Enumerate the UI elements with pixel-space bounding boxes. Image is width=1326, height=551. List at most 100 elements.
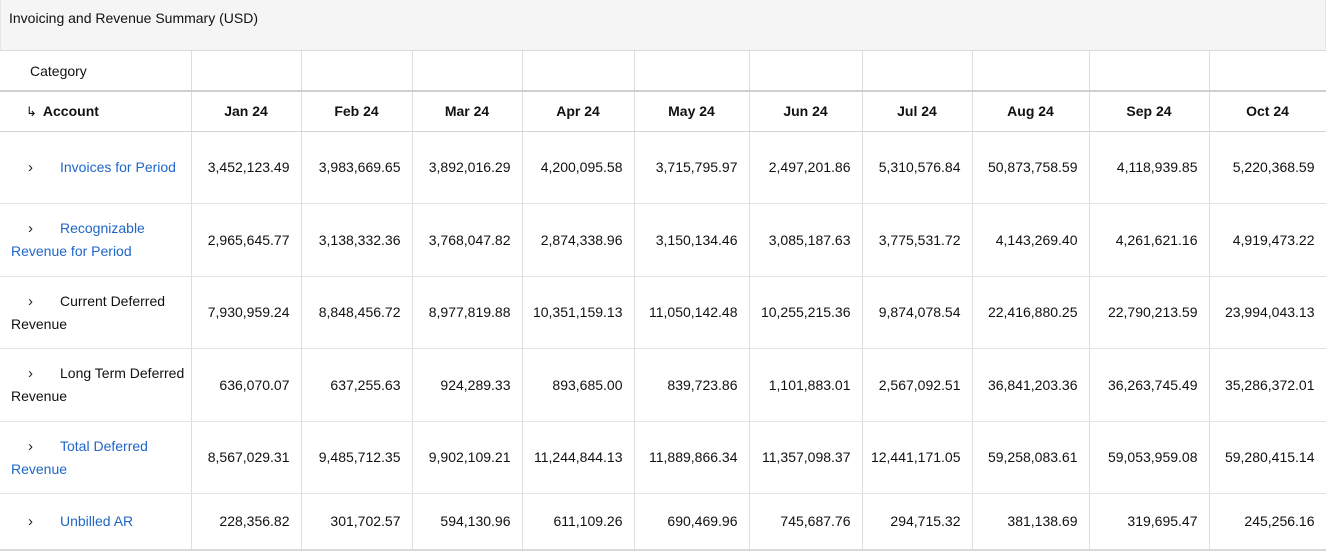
value-cell: 9,874,078.54	[862, 276, 973, 349]
chevron-right-icon[interactable]: ›	[28, 292, 33, 310]
table-row: › Invoices for Period 3,452,123.49 3,983,66…	[0, 131, 1326, 204]
account-link[interactable]: Invoices for Period	[60, 158, 176, 175]
value-cell: 745,687.76	[749, 493, 863, 551]
value-cell: 637,255.63	[301, 348, 413, 422]
value-cell: 294,715.32	[862, 493, 973, 551]
value-cell: 12,441,171.05	[862, 421, 973, 494]
chevron-right-icon[interactable]: ›	[28, 365, 33, 383]
value-cell: 8,567,029.31	[191, 421, 302, 494]
account-link[interactable]: Unbilled AR	[60, 512, 134, 529]
value-cell: 50,873,758.59	[972, 131, 1090, 204]
value-cell: 3,715,795.97	[634, 131, 750, 204]
month-header[interactable]: Feb 24	[301, 91, 413, 132]
value-cell: 36,263,745.49	[1089, 348, 1210, 422]
value-cell: 924,289.33	[412, 348, 523, 422]
value-cell: 2,497,201.86	[749, 131, 863, 204]
account-header-row: ↳ Account Jan 24 Feb 24 Mar 24 Apr 24 May 24 J…	[0, 91, 1326, 132]
month-header[interactable]: Aug 24	[972, 91, 1090, 132]
value-cell: 35,286,372.01	[1209, 348, 1326, 422]
header-empty-cell	[862, 51, 973, 92]
value-cell: 3,138,332.36	[301, 203, 413, 277]
value-cell: 839,723.86	[634, 348, 750, 422]
account-header[interactable]: ↳ Account	[0, 91, 192, 132]
header-empty-cell	[1209, 51, 1326, 92]
value-cell: 893,685.00	[522, 348, 635, 422]
month-header[interactable]: Jan 24	[191, 91, 302, 132]
value-cell: 5,310,576.84	[862, 131, 973, 204]
value-cell: 23,994,043.13	[1209, 276, 1326, 349]
value-cell: 4,200,095.58	[522, 131, 635, 204]
value-cell: 11,050,142.48	[634, 276, 750, 349]
value-cell: 2,965,645.77	[191, 203, 302, 277]
value-cell: 59,053,959.08	[1089, 421, 1210, 494]
revenue-summary-table: Category ↳ Account Jan 24 Feb 24 Mar 24 Apr …	[0, 51, 1326, 551]
month-header[interactable]: Oct 24	[1209, 91, 1326, 132]
report-title: Invoicing and Revenue Summary (USD)	[9, 10, 258, 26]
account-cell: › Total Deferred Revenue	[0, 421, 192, 494]
chevron-right-icon[interactable]: ›	[28, 220, 33, 238]
month-header[interactable]: May 24	[634, 91, 750, 132]
value-cell: 4,261,621.16	[1089, 203, 1210, 277]
header-empty-cell	[522, 51, 635, 92]
header-empty-cell	[301, 51, 413, 92]
value-cell: 10,351,159.13	[522, 276, 635, 349]
account-link[interactable]: Total Deferred Revenue	[11, 437, 148, 477]
value-cell: 3,768,047.82	[412, 203, 523, 277]
header-empty-cell	[1089, 51, 1210, 92]
account-cell: › Current Deferred Revenue	[0, 276, 192, 349]
value-cell: 690,469.96	[634, 493, 750, 551]
value-cell: 59,280,415.14	[1209, 421, 1326, 494]
value-cell: 36,841,203.36	[972, 348, 1090, 422]
value-cell: 636,070.07	[191, 348, 302, 422]
account-link[interactable]: Recognizable Revenue for Period	[11, 220, 145, 260]
month-header[interactable]: Sep 24	[1089, 91, 1210, 132]
chevron-right-icon[interactable]: ›	[28, 512, 33, 530]
month-header[interactable]: Jun 24	[749, 91, 863, 132]
table-row: › Unbilled AR 228,356.82 301,702.57 594,130.…	[0, 493, 1326, 551]
value-cell: 301,702.57	[301, 493, 413, 551]
value-cell: 611,109.26	[522, 493, 635, 551]
value-cell: 3,892,016.29	[412, 131, 523, 204]
account-label: Long Term Deferred Revenue	[11, 365, 185, 405]
account-label: Current Deferred Revenue	[11, 292, 166, 332]
value-cell: 4,143,269.40	[972, 203, 1090, 277]
account-cell: › Long Term Deferred Revenue	[0, 348, 192, 422]
account-cell: › Unbilled AR	[0, 493, 192, 551]
value-cell: 228,356.82	[191, 493, 302, 551]
table-row: › Long Term Deferred Revenue 636,070.07 637…	[0, 348, 1326, 422]
return-arrow-icon: ↳	[26, 103, 37, 119]
value-cell: 4,118,939.85	[1089, 131, 1210, 204]
value-cell: 381,138.69	[972, 493, 1090, 551]
account-header-label: Account	[42, 102, 99, 119]
value-cell: 2,567,092.51	[862, 348, 973, 422]
value-cell: 11,244,844.13	[522, 421, 635, 494]
value-cell: 9,902,109.21	[412, 421, 523, 494]
value-cell: 4,919,473.22	[1209, 203, 1326, 277]
value-cell: 594,130.96	[412, 493, 523, 551]
category-header[interactable]: Category	[0, 51, 192, 92]
month-header[interactable]: Mar 24	[412, 91, 523, 132]
chevron-right-icon[interactable]: ›	[28, 158, 33, 176]
value-cell: 3,150,134.46	[634, 203, 750, 277]
report-title-bar: Invoicing and Revenue Summary (USD)	[0, 0, 1326, 51]
value-cell: 2,874,338.96	[522, 203, 635, 277]
month-header[interactable]: Jul 24	[862, 91, 973, 132]
value-cell: 3,983,669.65	[301, 131, 413, 204]
header-empty-cell	[634, 51, 750, 92]
account-cell: › Recognizable Revenue for Period	[0, 203, 192, 277]
header-empty-cell	[412, 51, 523, 92]
header-empty-cell	[749, 51, 863, 92]
value-cell: 3,085,187.63	[749, 203, 863, 277]
month-header[interactable]: Apr 24	[522, 91, 635, 132]
value-cell: 9,485,712.35	[301, 421, 413, 494]
value-cell: 22,790,213.59	[1089, 276, 1210, 349]
chevron-right-icon[interactable]: ›	[28, 437, 33, 455]
value-cell: 3,452,123.49	[191, 131, 302, 204]
value-cell: 11,889,866.34	[634, 421, 750, 494]
value-cell: 10,255,215.36	[749, 276, 863, 349]
table-row: › Total Deferred Revenue 8,567,029.31 9,485…	[0, 421, 1326, 494]
category-header-row: Category	[0, 51, 1326, 92]
value-cell: 11,357,098.37	[749, 421, 863, 494]
table-body: › Invoices for Period 3,452,123.49 3,983,66…	[0, 131, 1326, 551]
value-cell: 319,695.47	[1089, 493, 1210, 551]
